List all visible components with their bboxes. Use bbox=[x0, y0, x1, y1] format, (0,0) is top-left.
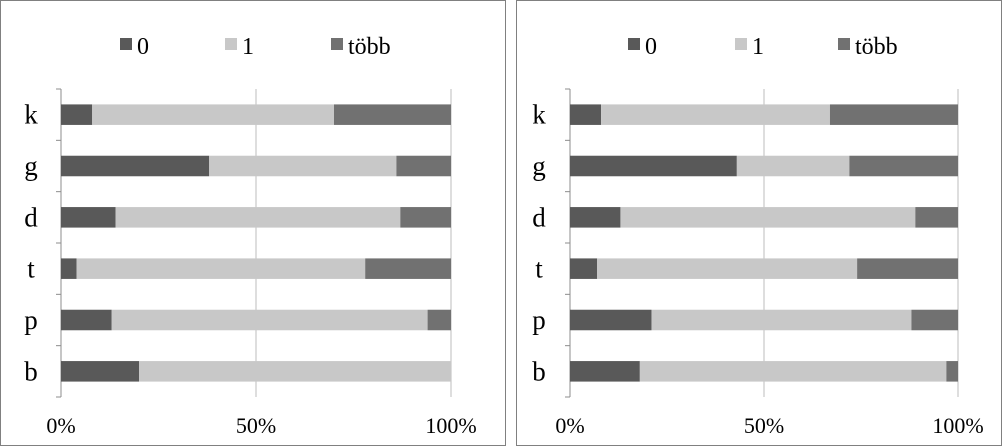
category-label: d bbox=[24, 202, 38, 232]
bar-segment-több bbox=[829, 104, 958, 125]
bar-segment-1 bbox=[736, 155, 850, 177]
x-tick-label: 0% bbox=[46, 413, 75, 438]
bar-segment-1 bbox=[111, 309, 428, 331]
bar-segment-1 bbox=[92, 104, 334, 125]
legend-label: 0 bbox=[645, 34, 657, 60]
legend-swatch-0 bbox=[120, 38, 132, 50]
bar-segment-0 bbox=[61, 207, 116, 228]
bar-segment-több bbox=[427, 309, 451, 331]
bar-segment-0 bbox=[61, 361, 139, 382]
bar-segment-több bbox=[334, 104, 451, 125]
category-label: g bbox=[532, 151, 546, 181]
legend-swatch-1 bbox=[735, 38, 747, 50]
bar-segment-0 bbox=[61, 104, 93, 125]
bar-segment-0 bbox=[61, 155, 210, 177]
bar-segment-0 bbox=[570, 155, 737, 177]
legend-swatch-0 bbox=[628, 38, 640, 50]
bar-segment-több bbox=[915, 207, 958, 228]
bar-segment-0 bbox=[570, 104, 602, 125]
legend-label: több bbox=[348, 34, 391, 60]
chart-panel-right: k g d t p b 0% 50% 100% 0 1 több bbox=[516, 0, 1002, 446]
category-label: t bbox=[27, 254, 35, 284]
bar-segment-0 bbox=[570, 309, 652, 331]
bar-segment-1 bbox=[597, 258, 858, 279]
bar-segment-több bbox=[849, 155, 958, 177]
bar-segment-több bbox=[946, 361, 958, 382]
legend-swatch-több bbox=[838, 38, 850, 50]
category-label: d bbox=[532, 202, 546, 232]
bar-segment-0 bbox=[570, 361, 640, 382]
bar-segment-1 bbox=[651, 309, 912, 331]
bar-segment-1 bbox=[209, 155, 397, 177]
bar-segment-több bbox=[911, 309, 958, 331]
legend-label: 1 bbox=[242, 34, 254, 60]
category-label: t bbox=[535, 254, 543, 284]
bar-segment-1 bbox=[115, 207, 401, 228]
bar-segment-0 bbox=[570, 258, 598, 279]
legend-label: 1 bbox=[752, 34, 764, 60]
legend-label: több bbox=[855, 34, 898, 60]
bar-segment-0 bbox=[61, 309, 112, 331]
x-tick-label: 50% bbox=[744, 413, 784, 438]
bar-segment-0 bbox=[61, 258, 77, 279]
bar-segment-1 bbox=[639, 361, 947, 382]
bar-segment-több bbox=[400, 207, 451, 228]
bar-segment-1 bbox=[620, 207, 916, 228]
bar-segment-0 bbox=[570, 207, 621, 228]
category-label: g bbox=[24, 151, 38, 181]
bar-segment-több bbox=[857, 258, 958, 279]
category-label: k bbox=[532, 100, 546, 130]
category-label: b bbox=[24, 356, 38, 386]
x-tick-label: 100% bbox=[932, 413, 983, 438]
category-label: k bbox=[24, 100, 38, 130]
x-tick-label: 100% bbox=[425, 413, 476, 438]
category-label: p bbox=[24, 305, 38, 335]
bar-segment-1 bbox=[601, 104, 830, 125]
category-label: p bbox=[532, 305, 546, 335]
bar-segment-több bbox=[365, 258, 451, 279]
legend-swatch-több bbox=[331, 38, 343, 50]
category-label: b bbox=[532, 356, 546, 386]
x-tick-label: 0% bbox=[555, 413, 584, 438]
bar-segment-1 bbox=[76, 258, 366, 279]
chart-panel-left: k g d t p b 0% 50% 100% 0 1 több bbox=[0, 0, 506, 446]
bar-segment-több bbox=[396, 155, 451, 177]
legend-swatch-1 bbox=[225, 38, 237, 50]
x-tick-label: 50% bbox=[236, 413, 276, 438]
legend-label: 0 bbox=[137, 34, 149, 60]
panel-divider bbox=[506, 0, 516, 446]
bar-segment-1 bbox=[139, 361, 451, 382]
